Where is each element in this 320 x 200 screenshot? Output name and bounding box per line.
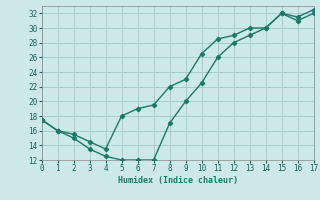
X-axis label: Humidex (Indice chaleur): Humidex (Indice chaleur) (118, 176, 237, 185)
